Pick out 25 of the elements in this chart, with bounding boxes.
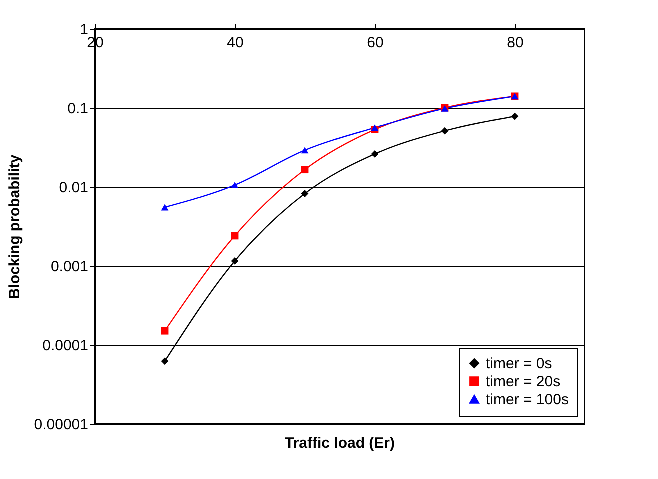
x-tick-label: 60 (367, 34, 384, 52)
y-tick-label: 0.001 (50, 258, 88, 276)
point (371, 150, 379, 158)
point (301, 190, 309, 198)
point (161, 204, 169, 211)
x-axis-title: Traffic load (Er) (284, 435, 396, 452)
y-axis-title: Blocking probability (6, 154, 24, 300)
point (161, 358, 169, 366)
point (301, 166, 309, 174)
y-tick-label: 0.0001 (42, 338, 88, 354)
y-tick-label: 0.00001 (34, 416, 88, 434)
point (301, 147, 309, 154)
legend-label: timer = 20s (486, 374, 561, 390)
y-tick-label: 0.01 (59, 180, 88, 196)
x-tick-label: 80 (507, 34, 524, 52)
y-tick-label: 0.1 (68, 100, 88, 118)
point (231, 182, 239, 189)
point (441, 127, 449, 135)
point (161, 327, 169, 335)
x-tick-label: 40 (227, 34, 244, 52)
legend-label: timer = 100s (486, 392, 569, 408)
point (231, 257, 239, 265)
y-tick-label: 1 (80, 22, 88, 38)
point (511, 112, 519, 120)
legend-label: timer = 0s (486, 356, 552, 372)
